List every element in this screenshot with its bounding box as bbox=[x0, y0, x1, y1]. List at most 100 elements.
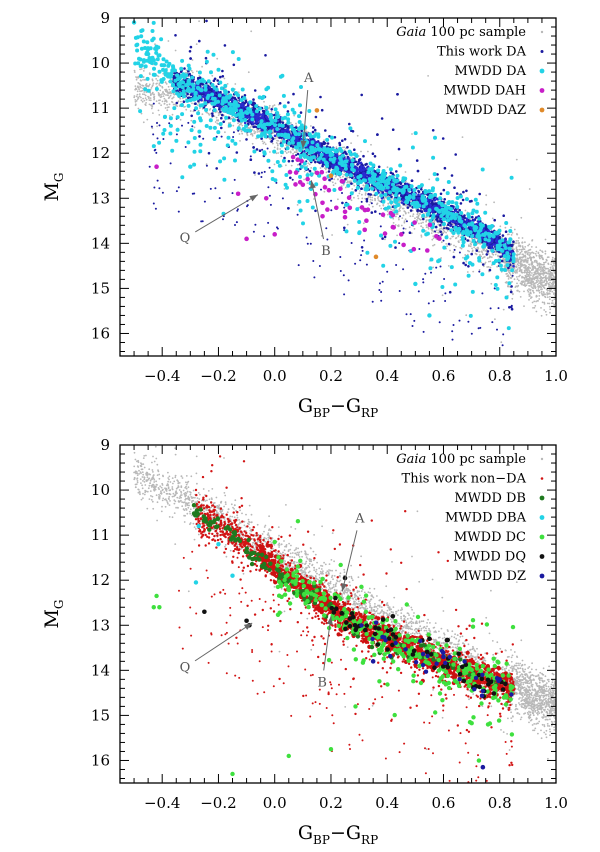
gaia-point bbox=[560, 307, 562, 309]
gaia-point bbox=[397, 217, 400, 219]
gaia-point bbox=[157, 75, 160, 78]
gaia-point bbox=[339, 176, 342, 179]
gaia-point bbox=[350, 199, 353, 202]
gaia-point bbox=[516, 268, 519, 271]
gaia-point bbox=[528, 255, 531, 257]
gaia-point bbox=[527, 275, 530, 277]
gaia-point bbox=[517, 284, 520, 287]
gaia-point bbox=[537, 272, 540, 275]
gaia-point bbox=[485, 203, 488, 206]
gaia-point bbox=[535, 300, 537, 303]
gaia-point bbox=[544, 267, 546, 270]
gaia-point bbox=[485, 248, 488, 251]
gaia-point bbox=[563, 285, 565, 287]
gaia-point bbox=[332, 184, 335, 187]
gaia-point bbox=[535, 254, 538, 257]
gaia-point bbox=[290, 164, 293, 167]
gaia-point bbox=[459, 239, 462, 241]
gaia-point bbox=[171, 100, 173, 103]
gaia-point bbox=[249, 126, 252, 128]
gaia-point bbox=[561, 268, 563, 270]
this-work-da-point bbox=[292, 92, 295, 96]
gaia-point bbox=[538, 289, 541, 292]
gaia-point bbox=[136, 90, 139, 93]
gaia-point bbox=[140, 68, 143, 70]
gaia-point bbox=[340, 185, 343, 188]
this-work-da-point bbox=[338, 141, 341, 145]
gaia-point bbox=[542, 286, 545, 289]
gaia-point bbox=[143, 93, 146, 96]
gaia-point bbox=[513, 267, 516, 269]
gaia-point bbox=[561, 291, 563, 293]
gaia-point bbox=[164, 107, 167, 109]
gaia-point bbox=[292, 148, 294, 151]
gaia-point bbox=[550, 263, 552, 266]
gaia-point bbox=[136, 93, 139, 96]
gaia-point bbox=[489, 260, 492, 263]
gaia-point bbox=[557, 273, 559, 275]
gaia-point bbox=[482, 256, 485, 259]
gaia-point bbox=[558, 276, 560, 278]
gaia-point bbox=[526, 289, 529, 292]
gaia-point bbox=[149, 97, 152, 99]
gaia-point bbox=[285, 152, 288, 154]
gaia-point bbox=[196, 104, 199, 106]
gaia-point bbox=[535, 250, 538, 253]
gaia-point bbox=[404, 180, 407, 183]
gaia-point bbox=[539, 257, 541, 259]
gaia-point bbox=[217, 111, 220, 114]
gaia-point bbox=[240, 130, 243, 133]
gaia-point bbox=[134, 85, 137, 87]
gaia-point bbox=[439, 228, 441, 230]
gaia-point bbox=[455, 237, 458, 239]
gaia-point bbox=[513, 271, 516, 273]
gaia-point bbox=[143, 99, 146, 102]
gaia-point bbox=[333, 178, 336, 181]
gaia-point bbox=[522, 281, 524, 283]
gaia-point bbox=[285, 144, 287, 147]
gaia-point bbox=[505, 273, 508, 275]
gaia-point bbox=[537, 280, 540, 282]
gaia-point bbox=[535, 246, 538, 249]
gaia-point bbox=[523, 271, 526, 274]
gaia-point bbox=[487, 253, 490, 255]
gaia-point bbox=[417, 214, 420, 217]
this-work-da-point bbox=[493, 218, 497, 222]
gaia-point bbox=[538, 282, 540, 285]
gaia-point bbox=[561, 266, 563, 268]
gaia-point bbox=[189, 110, 192, 112]
this-work-da-point bbox=[500, 259, 504, 263]
gaia-point bbox=[558, 281, 560, 283]
gaia-point bbox=[538, 298, 541, 300]
gaia-point bbox=[559, 283, 561, 285]
gaia-point bbox=[507, 275, 510, 278]
gaia-point bbox=[364, 194, 367, 196]
gaia-point bbox=[530, 269, 533, 272]
gaia-point bbox=[430, 228, 433, 231]
this-work-da-point bbox=[374, 210, 377, 213]
gaia-point bbox=[133, 95, 136, 97]
gaia-point bbox=[530, 252, 532, 254]
gaia-point bbox=[370, 143, 372, 146]
gaia-point bbox=[151, 91, 154, 94]
gaia-point bbox=[500, 341, 503, 344]
gaia-point bbox=[522, 276, 525, 279]
gaia-point bbox=[521, 241, 524, 244]
gaia-point bbox=[174, 49, 177, 52]
gaia-point bbox=[517, 240, 519, 242]
gaia-point bbox=[418, 217, 420, 220]
gaia-point bbox=[542, 272, 545, 274]
gaia-point bbox=[277, 152, 280, 154]
gaia-point bbox=[351, 188, 354, 190]
gaia-point bbox=[133, 69, 136, 72]
gaia-point bbox=[465, 314, 468, 317]
this-work-da-point bbox=[287, 101, 290, 104]
gaia-point bbox=[541, 288, 543, 291]
this-work-da-point bbox=[370, 211, 374, 214]
gaia-point bbox=[148, 99, 151, 101]
this-work-da-point bbox=[324, 129, 327, 132]
gaia-point bbox=[541, 273, 543, 275]
this-work-da-point bbox=[447, 223, 450, 226]
gaia-point bbox=[153, 93, 155, 96]
gaia-point bbox=[540, 278, 543, 281]
